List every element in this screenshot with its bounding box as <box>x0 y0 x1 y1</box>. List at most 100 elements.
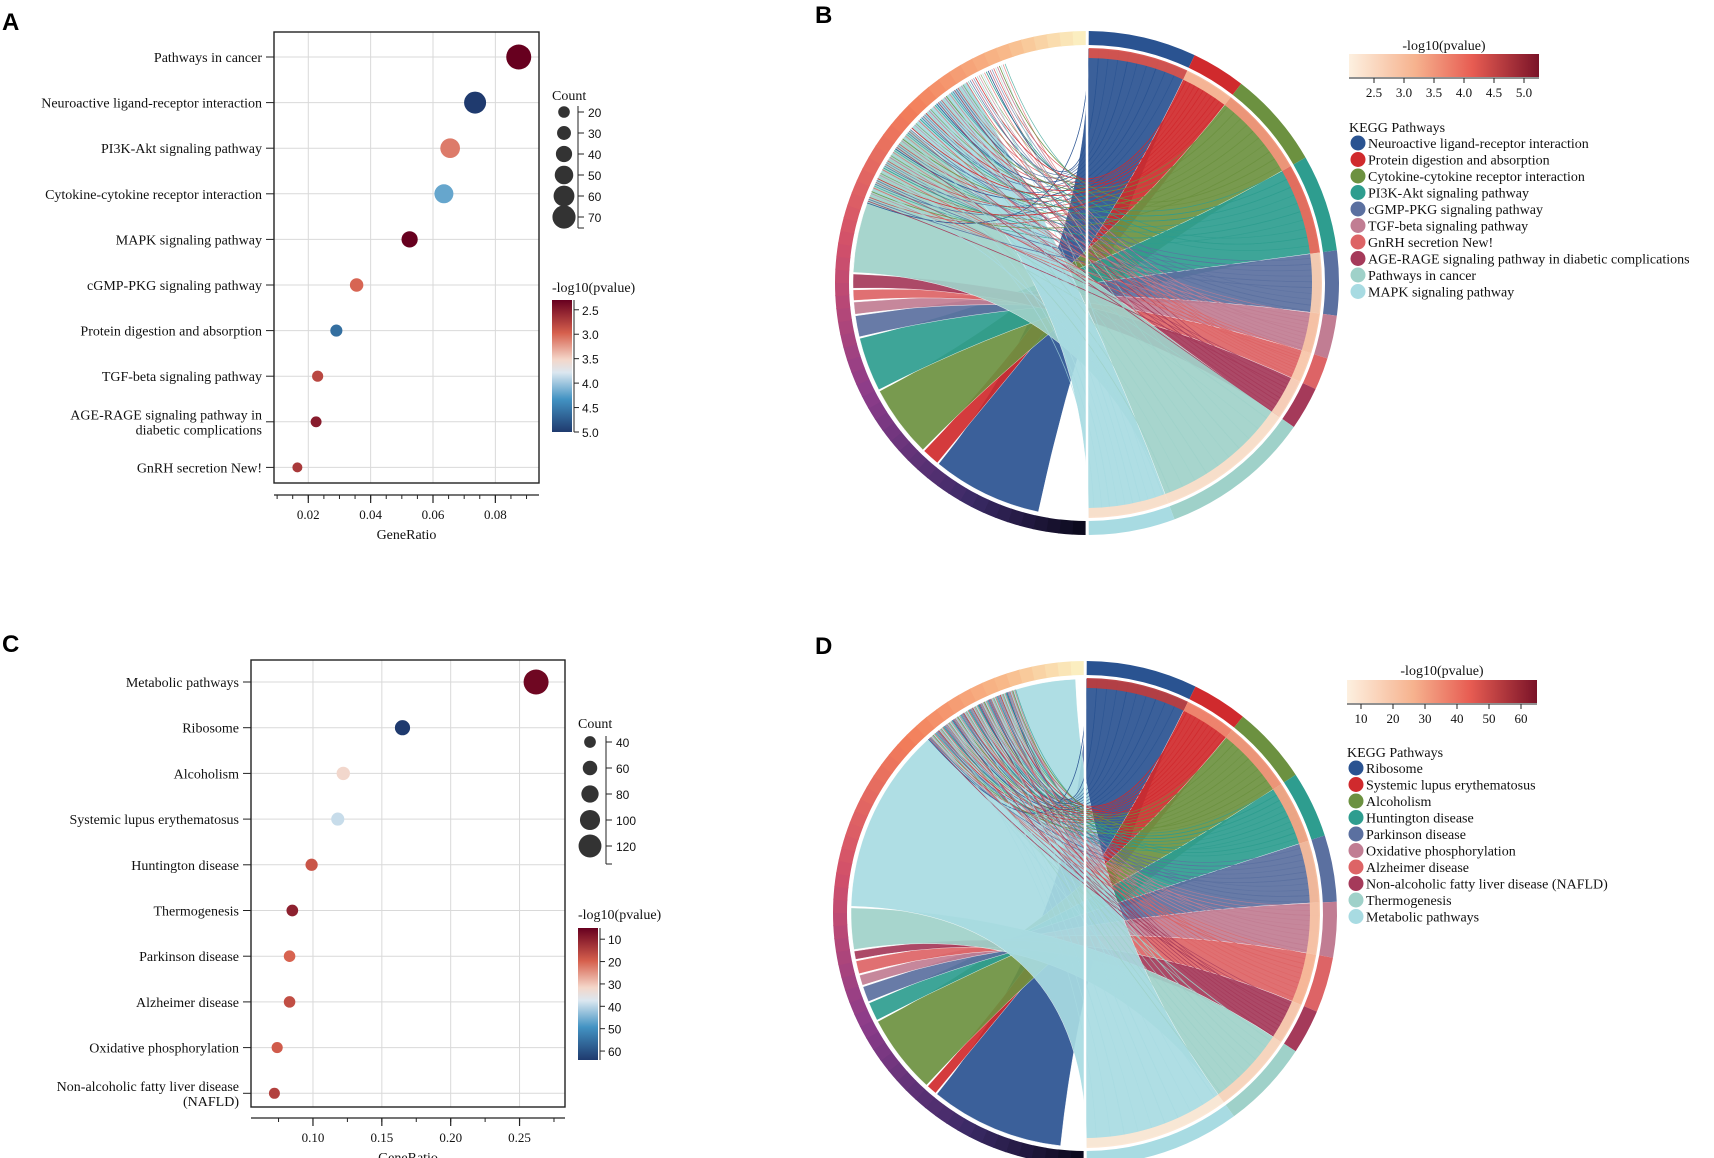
chord-line <box>956 717 1319 911</box>
gene-arc <box>995 43 1014 62</box>
color-legend-label: 30 <box>1419 711 1432 726</box>
y-tick-label-line: Protein digestion and absorption <box>80 325 262 340</box>
gene-arc <box>1030 1145 1047 1158</box>
size-legend-label: 60 <box>588 190 602 204</box>
data-point <box>292 462 303 473</box>
y-tick-label: Non-alcoholic fatty liver disease (NAFLD) <box>57 1080 240 1110</box>
chord-line <box>931 107 1128 514</box>
chord-line <box>881 171 1095 517</box>
value-arc <box>1292 952 1317 1005</box>
panel-c: C 0.10 0.15 0.20 0.25 GeneRatio Metabolic path… <box>2 631 662 1158</box>
pathway-legend-title: KEGG Pathways <box>1349 121 1445 136</box>
pathway-legend-title: KEGG Pathways <box>1347 746 1443 761</box>
pathway-legend-label: TGF-beta signaling pathway <box>1368 220 1528 235</box>
gene-arc <box>836 306 852 323</box>
chord-line <box>943 726 1297 848</box>
color-legend-label: 3.0 <box>1396 85 1412 100</box>
data-point <box>464 91 487 114</box>
y-tick-label-line: Cytokine-cytokine receptor interaction <box>45 188 262 203</box>
data-point <box>283 996 296 1008</box>
gene-arc <box>1043 1147 1059 1158</box>
data-point <box>434 184 454 204</box>
chord-line <box>988 699 1290 1028</box>
plot-frame <box>273 31 540 484</box>
data-point <box>310 416 322 428</box>
value-arc <box>1225 729 1282 790</box>
x-tick-label: 0.08 <box>484 507 507 522</box>
pathway-arc <box>1311 835 1337 903</box>
color-legend-title: -log10(pvalue) <box>578 908 662 923</box>
chord-line <box>999 694 1192 807</box>
chord-line <box>995 696 1308 987</box>
chord-line <box>897 145 1321 272</box>
pathway-legend-label: Alzheimer disease <box>1366 861 1469 876</box>
pathway-arc <box>1304 955 1333 1012</box>
chord-line <box>968 709 1288 839</box>
pathway-legend-label: Ribosome <box>1366 762 1423 777</box>
y-tick-label: Alzheimer disease <box>136 996 239 1011</box>
color-legend-label: 2.5 <box>582 304 599 318</box>
size-legend-label: 60 <box>616 762 630 776</box>
gene-arc <box>843 204 861 222</box>
chord-line <box>1015 689 1302 850</box>
value-arc <box>1086 1094 1224 1148</box>
color-legend-label: 5.0 <box>1516 85 1532 100</box>
chord-line <box>980 703 1319 903</box>
data-point <box>336 766 350 781</box>
chord-line <box>947 94 1135 513</box>
pathway-legend-label: Alcoholism <box>1366 795 1431 810</box>
size-legend-label: 50 <box>588 169 602 183</box>
gene-arc <box>1059 31 1075 47</box>
chord-line <box>925 79 1204 191</box>
pathway-legend-label: PI3K-Akt signaling pathway <box>1368 187 1529 202</box>
chord-line <box>953 719 1282 1042</box>
pathway-legend-label: Oxidative phosphorylation <box>1366 845 1516 860</box>
y-tick-label-line: GnRH secretion New! <box>137 461 262 476</box>
y-tick-label: GnRH secretion New! <box>137 461 262 476</box>
pathway-legend-label: Protein digestion and absorption <box>1368 154 1550 169</box>
gene-arc <box>1071 520 1086 535</box>
value-arc <box>1218 1036 1282 1103</box>
gene-arc <box>833 885 849 901</box>
value-arc <box>1282 165 1321 254</box>
pathway-arc <box>1322 250 1339 316</box>
color-legend-label: 20 <box>608 956 622 970</box>
chord-line <box>950 721 1315 962</box>
pathway-legend-swatch <box>1348 892 1364 908</box>
pathway-legend-label: Huntington disease <box>1366 812 1474 827</box>
pathway-arc <box>1293 157 1337 253</box>
pathway-legend-swatch <box>1350 218 1366 233</box>
color-legend-bar <box>578 928 598 1060</box>
size-legend-dot <box>578 834 602 858</box>
chord-line <box>961 713 1284 1038</box>
y-tick-label: Huntington disease <box>131 859 239 874</box>
color-legend-label: 50 <box>608 1023 622 1037</box>
chord-line <box>929 737 1317 884</box>
chord-line <box>928 738 1296 1016</box>
data-point <box>394 720 411 736</box>
chord-line <box>871 146 1278 229</box>
chord-line <box>898 85 1213 202</box>
color-legend-label: 60 <box>1515 711 1528 726</box>
chord-line <box>867 200 1295 393</box>
chord-line <box>1005 692 1304 853</box>
pathway-legend-swatch <box>1348 859 1364 875</box>
pathway-legend-swatch <box>1348 826 1364 842</box>
pathway-legend-swatch <box>1348 810 1364 825</box>
plot-frame <box>250 659 566 1108</box>
value-arc <box>1306 902 1320 955</box>
chord-line <box>948 722 1319 916</box>
chord-line <box>970 708 1286 1035</box>
pathway-legend-swatch <box>1350 185 1366 200</box>
chord-line <box>932 734 1270 834</box>
pathway-arc <box>1225 1043 1296 1117</box>
y-tick-label-line: Oxidative phosphorylation <box>89 1042 239 1057</box>
pathway-legend-swatch <box>1350 152 1366 167</box>
size-legend-title: Count <box>552 89 586 104</box>
gene-arc <box>838 961 856 979</box>
chord-line <box>993 68 1230 184</box>
pathway-arc <box>1086 661 1196 700</box>
chord-line <box>921 54 1140 188</box>
color-legend-label: 3.0 <box>582 328 599 342</box>
size-legend-dot <box>581 785 599 803</box>
